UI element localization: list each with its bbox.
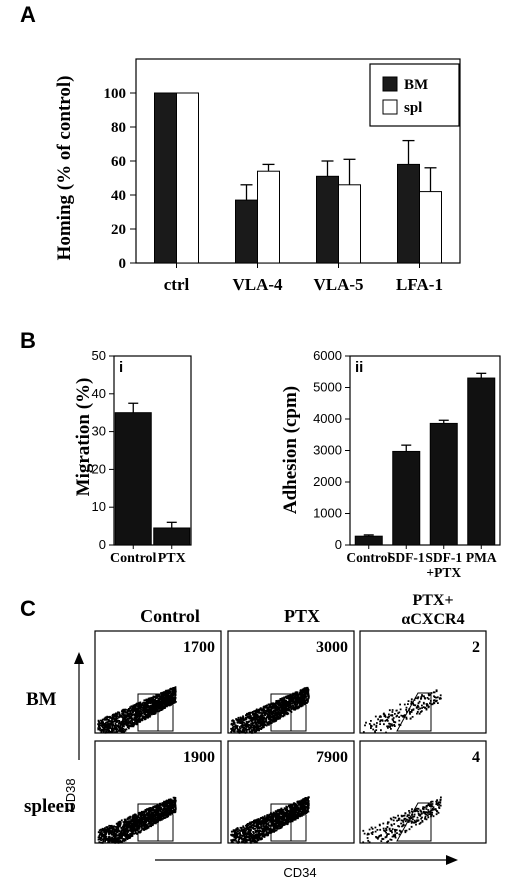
flow-plot: 4: [359, 740, 487, 844]
x-tick-label: LFA-1: [396, 275, 443, 294]
flow-col-ptx: PTX: [284, 606, 320, 626]
y-tick-label: 0: [119, 256, 127, 272]
flow-event-count: 3000: [316, 639, 348, 656]
chart-a: 0 20 40 60 80 100 ctrl VLA-4 VLA-5 LFA-1: [104, 58, 461, 294]
flow-plot: 2: [359, 630, 487, 734]
cd34-label: CD34: [283, 865, 316, 880]
chart-b-i: i 0 10 20 30 40 50 Control PTX: [92, 348, 192, 566]
x-tick-label: ctrl: [164, 275, 190, 294]
x-tick-label: VLA-4: [232, 275, 283, 294]
flow-col-ptx-plus: PTX+: [412, 592, 453, 609]
bar: [153, 527, 191, 546]
y-tick-label: 30: [92, 424, 106, 439]
panel-tag-i: i: [119, 359, 123, 376]
chart-bi-ylabel: Migration (%): [73, 378, 94, 497]
x-tick-label: SDF-1: [388, 550, 425, 565]
flow-event-count: 7900: [316, 749, 348, 766]
bar: [114, 412, 152, 546]
bar-spl: [257, 170, 280, 264]
panel-letter-a: A: [20, 2, 36, 27]
y-tick-label: 50: [92, 348, 106, 363]
legend-label-spl: spl: [404, 100, 422, 116]
panel-letter-b: B: [20, 328, 36, 353]
bar-bm: [235, 199, 258, 264]
y-tick-label: 20: [111, 222, 126, 238]
y-tick-label: 40: [111, 188, 126, 204]
flow-plot: 1900: [94, 740, 222, 844]
flow-plot: 7900: [227, 740, 355, 844]
y-tick-label: 60: [111, 154, 126, 170]
gate-right: [157, 803, 174, 842]
legend-swatch-spl: [382, 99, 398, 115]
cd38-arrow-icon: [74, 652, 84, 664]
legend-swatch-bm: [382, 76, 398, 92]
x-tick-label: PMA: [466, 550, 497, 565]
x-tick-label: SDF-1: [425, 550, 462, 565]
y-tick-label: 6000: [313, 348, 342, 363]
cd38-axis: CD38: [63, 652, 84, 812]
gate-right: [290, 803, 307, 842]
legend-label-bm: BM: [404, 77, 428, 93]
panel-letter-c: C: [20, 596, 36, 621]
panel-tag-ii: ii: [355, 359, 363, 376]
cd34-arrow-icon: [446, 855, 458, 865]
x-tick-label: Control: [346, 550, 391, 565]
plot-frame: [113, 355, 192, 546]
x-tick-label: +PTX: [426, 565, 461, 580]
gate: [396, 692, 432, 732]
flow-dot-cloud: [230, 686, 310, 734]
flow-plot: 1700: [94, 630, 222, 734]
bar-spl: [338, 184, 361, 264]
y-tick-label: 10: [92, 499, 106, 514]
cd34-axis: CD34: [155, 855, 458, 880]
y-tick-label: 20: [92, 461, 106, 476]
flow-dot-cloud: [230, 796, 310, 844]
y-tick-label: 3000: [313, 443, 342, 458]
x-tick-label: Control: [110, 551, 157, 566]
cd38-label: CD38: [63, 778, 78, 811]
flow-dot-cloud: [97, 686, 177, 734]
bar: [392, 450, 421, 546]
y-tick-label: 40: [92, 386, 106, 401]
y-tick-label: 5000: [313, 380, 342, 395]
flow-event-count: 4: [472, 749, 480, 766]
bar: [467, 377, 496, 546]
legend-box: [369, 63, 460, 127]
gate-right: [290, 693, 307, 732]
bar-bm: [397, 163, 420, 264]
flow-event-count: 2: [472, 639, 480, 656]
flow-dot-cloud: [362, 796, 442, 844]
flow-plot: 3000: [227, 630, 355, 734]
bar-spl: [176, 92, 199, 264]
flow-col-acxcr4: αCXCR4: [401, 611, 464, 628]
flow-col-control: Control: [140, 606, 200, 626]
flow-row-bm: BM: [26, 689, 57, 710]
chart-bii-ylabel: Adhesion (cpm): [280, 386, 301, 514]
x-tick-label: PTX: [158, 551, 186, 566]
bar: [354, 535, 383, 546]
gate: [396, 802, 432, 842]
flow-dot-cloud: [97, 796, 177, 844]
y-tick-label: 100: [104, 86, 127, 102]
y-tick-label: 1000: [313, 506, 342, 521]
gate-right: [157, 693, 174, 732]
bar: [429, 422, 458, 546]
y-tick-label: 4000: [313, 411, 342, 426]
chart-a-ylabel: Homing (% of control): [54, 76, 75, 261]
flow-plots: 1700 3000 2 1900 7900 4: [94, 630, 487, 844]
flow-event-count: 1900: [183, 749, 215, 766]
flow-plot-frame: [359, 740, 487, 844]
chart-a-legend: BM spl: [369, 63, 460, 127]
x-tick-label: VLA-5: [313, 275, 363, 294]
flow-row-spleen: spleen: [24, 796, 75, 817]
y-tick-label: 0: [335, 537, 342, 552]
y-tick-label: 0: [99, 537, 106, 552]
y-tick-label: 2000: [313, 474, 342, 489]
bar-bm: [316, 175, 339, 264]
bar-spl: [419, 191, 442, 264]
bar-bm: [154, 92, 177, 264]
flow-event-count: 1700: [183, 639, 215, 656]
y-tick-label: 80: [111, 120, 126, 136]
